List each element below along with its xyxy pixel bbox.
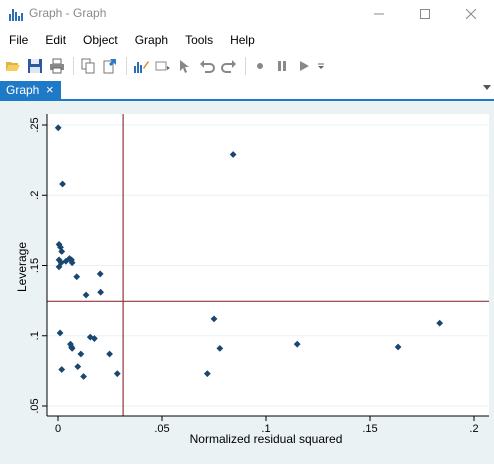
data-point	[67, 340, 74, 348]
data-point	[91, 335, 98, 342]
print-icon[interactable]	[47, 56, 67, 76]
menu-file[interactable]: File	[9, 33, 29, 47]
data-point	[68, 259, 76, 267]
data-point	[86, 333, 94, 341]
maximize-icon[interactable]	[402, 0, 448, 27]
copy-icon[interactable]	[78, 56, 98, 76]
toolbar-separator	[126, 57, 127, 75]
data-point	[113, 370, 121, 378]
window-title: Graph - Graph	[29, 6, 107, 20]
x-axis: 0 .05 .1 .15 .2	[47, 415, 489, 435]
redo-icon[interactable]	[219, 56, 239, 76]
data-point	[394, 343, 402, 351]
toolbar-separator	[73, 57, 74, 75]
x-tick-label: .2	[469, 423, 478, 435]
data-point	[74, 363, 82, 371]
y-axis-label: Leverage	[15, 242, 29, 292]
x-tick-label: .1	[261, 423, 270, 435]
data-point	[56, 329, 64, 337]
pause-icon[interactable]	[272, 56, 292, 76]
record-icon[interactable]	[250, 56, 270, 76]
toolbar	[0, 53, 494, 79]
tab-close-icon[interactable]: ×	[46, 82, 54, 97]
data-point	[77, 350, 85, 358]
title-bar: Graph - Graph	[0, 0, 494, 27]
menu-object[interactable]: Object	[83, 33, 118, 47]
stata-graph-icon	[9, 9, 23, 21]
menu-bar: File Edit Object Graph Tools Help	[0, 30, 494, 50]
data-point	[203, 370, 211, 378]
x-tick-label: .15	[362, 423, 377, 435]
menu-graph[interactable]: Graph	[134, 33, 169, 47]
menu-help[interactable]: Help	[230, 33, 255, 47]
gridlines	[47, 124, 489, 407]
menu-edit[interactable]: Edit	[45, 33, 67, 47]
open-icon[interactable]	[3, 56, 23, 76]
export-icon[interactable]	[100, 56, 120, 76]
data-point	[96, 270, 104, 278]
x-axis-label: Normalized residual squared	[190, 432, 343, 446]
data-point	[216, 344, 224, 352]
y-tick-label: .1	[29, 331, 41, 340]
y-tick-label: .15	[29, 258, 41, 273]
y-axis: .05 .1 .15 .2 .25	[29, 114, 48, 416]
data-point	[68, 344, 76, 352]
x-tick-label: .05	[154, 423, 169, 435]
undo-icon[interactable]	[197, 56, 217, 76]
data-point	[210, 315, 218, 323]
data-point	[73, 273, 81, 281]
data-point	[58, 248, 66, 255]
y-tick-label: .25	[29, 117, 41, 132]
y-tick-label: .2	[29, 191, 41, 200]
data-point	[97, 288, 105, 296]
data-points	[54, 124, 444, 380]
dropdown-icon[interactable]	[316, 56, 326, 76]
tab-strip: Graph ×	[0, 81, 494, 101]
data-point	[55, 263, 63, 271]
data-point	[436, 319, 444, 327]
pointer-icon[interactable]	[175, 56, 195, 76]
y-tick-label: .05	[29, 398, 41, 413]
minimize-icon[interactable]	[356, 0, 402, 27]
rename-icon[interactable]	[153, 56, 173, 76]
data-point	[59, 180, 66, 188]
menu-tools[interactable]: Tools	[185, 33, 214, 47]
data-point	[293, 340, 301, 348]
graph-window: 0 .05 .1 .15 .2 .05 .1 .15 .2 .25 Normalized res…	[0, 101, 494, 464]
data-point	[54, 124, 62, 132]
data-point	[58, 366, 66, 373]
x-tick-label: 0	[55, 423, 61, 435]
tab-graph[interactable]: Graph ×	[0, 81, 61, 99]
save-icon[interactable]	[25, 56, 45, 76]
toolbar-separator	[245, 57, 246, 75]
play-icon[interactable]	[294, 56, 314, 76]
reference-lines	[47, 114, 489, 416]
graph-editor-icon[interactable]	[131, 56, 151, 76]
data-point	[80, 373, 87, 380]
close-icon[interactable]	[448, 0, 494, 27]
tab-label: Graph	[6, 83, 40, 97]
data-point	[106, 350, 113, 358]
data-point	[82, 291, 90, 299]
tab-list-dropdown-icon[interactable]	[483, 85, 491, 90]
scatter-chart: 0 .05 .1 .15 .2 .05 .1 .15 .2 .25 Normalized res…	[15, 114, 489, 446]
